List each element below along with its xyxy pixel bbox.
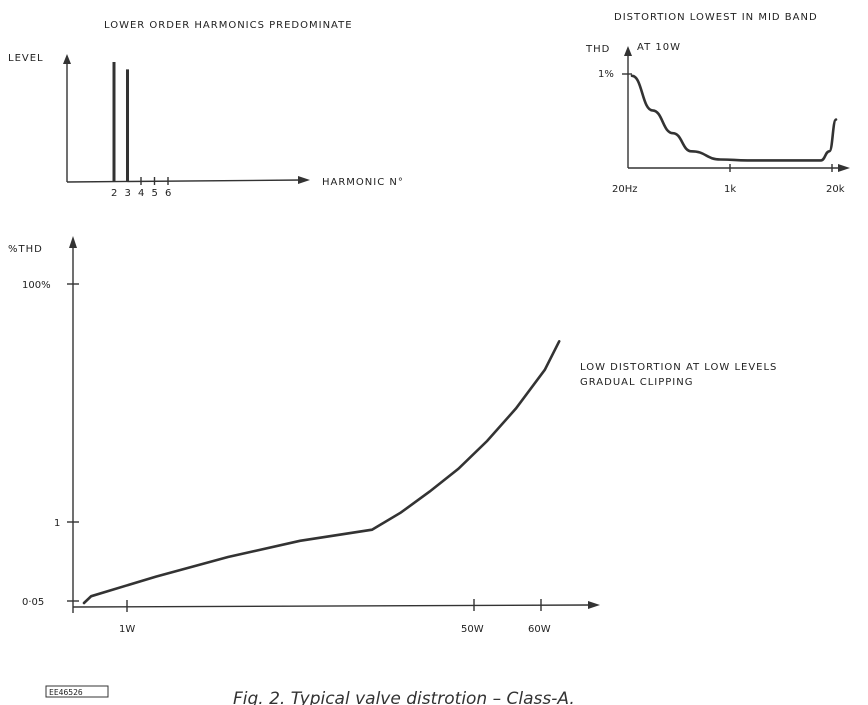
- harmonics-chart: LOWER ORDER HARMONICS PREDOMINATE LEVEL …: [8, 20, 404, 199]
- harmonics-title: LOWER ORDER HARMONICS PREDOMINATE: [104, 20, 353, 31]
- power-x-arrow: [588, 601, 600, 609]
- harmonic-label-6: 6: [165, 188, 171, 199]
- power-y-arrow: [69, 236, 77, 248]
- power-y-tick-label: 0·05: [22, 597, 44, 608]
- harmonic-label-3: 3: [125, 188, 131, 199]
- figure-caption: Fig. 2. Typical valve distrotion – Class…: [233, 689, 575, 705]
- freq-y-arrow: [624, 46, 632, 56]
- freq-y-tick-label: 1%: [598, 69, 614, 80]
- power-y-label: %THD: [8, 244, 43, 255]
- harmonics-x-label: HARMONIC N°: [322, 177, 404, 188]
- harmonics-y-arrow: [63, 54, 71, 64]
- freq-thd-curve: [630, 74, 838, 162]
- freq-y-label: THD: [585, 44, 610, 55]
- power-chart: %THD 100% 1 0·05 1W 50W 60W LOW DISTORTI…: [8, 236, 777, 635]
- freq-x-tick-label: 20Hz: [612, 184, 638, 195]
- freq-x-tick-label: 20k: [826, 184, 845, 195]
- harmonics-y-label: LEVEL: [8, 53, 44, 64]
- power-annotation-line-2: GRADUAL CLIPPING: [580, 377, 694, 388]
- power-y-tick-label: 1: [54, 518, 60, 529]
- figure-id: EE46526: [49, 688, 83, 697]
- freq-x-tick-label: 1k: [724, 184, 736, 195]
- power-x-tick-label: 60W: [528, 624, 551, 635]
- power-thd-curve: [82, 340, 561, 605]
- freq-title: DISTORTION LOWEST IN MID BAND: [614, 12, 818, 23]
- power-annotation-line-1: LOW DISTORTION AT LOW LEVELS: [580, 362, 777, 373]
- power-x-axis: [72, 604, 591, 608]
- harmonics-x-arrow: [298, 176, 310, 184]
- freq-chart: DISTORTION LOWEST IN MID BAND THD AT 10W…: [585, 12, 850, 195]
- power-x-tick-label: 1W: [119, 624, 135, 635]
- figure-id-box: [45, 685, 109, 698]
- harmonic-label-5: 5: [152, 188, 158, 199]
- power-y-tick-label: 100%: [22, 280, 51, 291]
- harmonic-label-2: 2: [111, 188, 117, 199]
- harmonics-x-axis: [66, 179, 303, 183]
- harmonic-label-4: 4: [138, 188, 144, 199]
- freq-annotation: AT 10W: [637, 42, 681, 53]
- freq-x-arrow: [838, 164, 850, 172]
- power-x-tick-label: 50W: [461, 624, 484, 635]
